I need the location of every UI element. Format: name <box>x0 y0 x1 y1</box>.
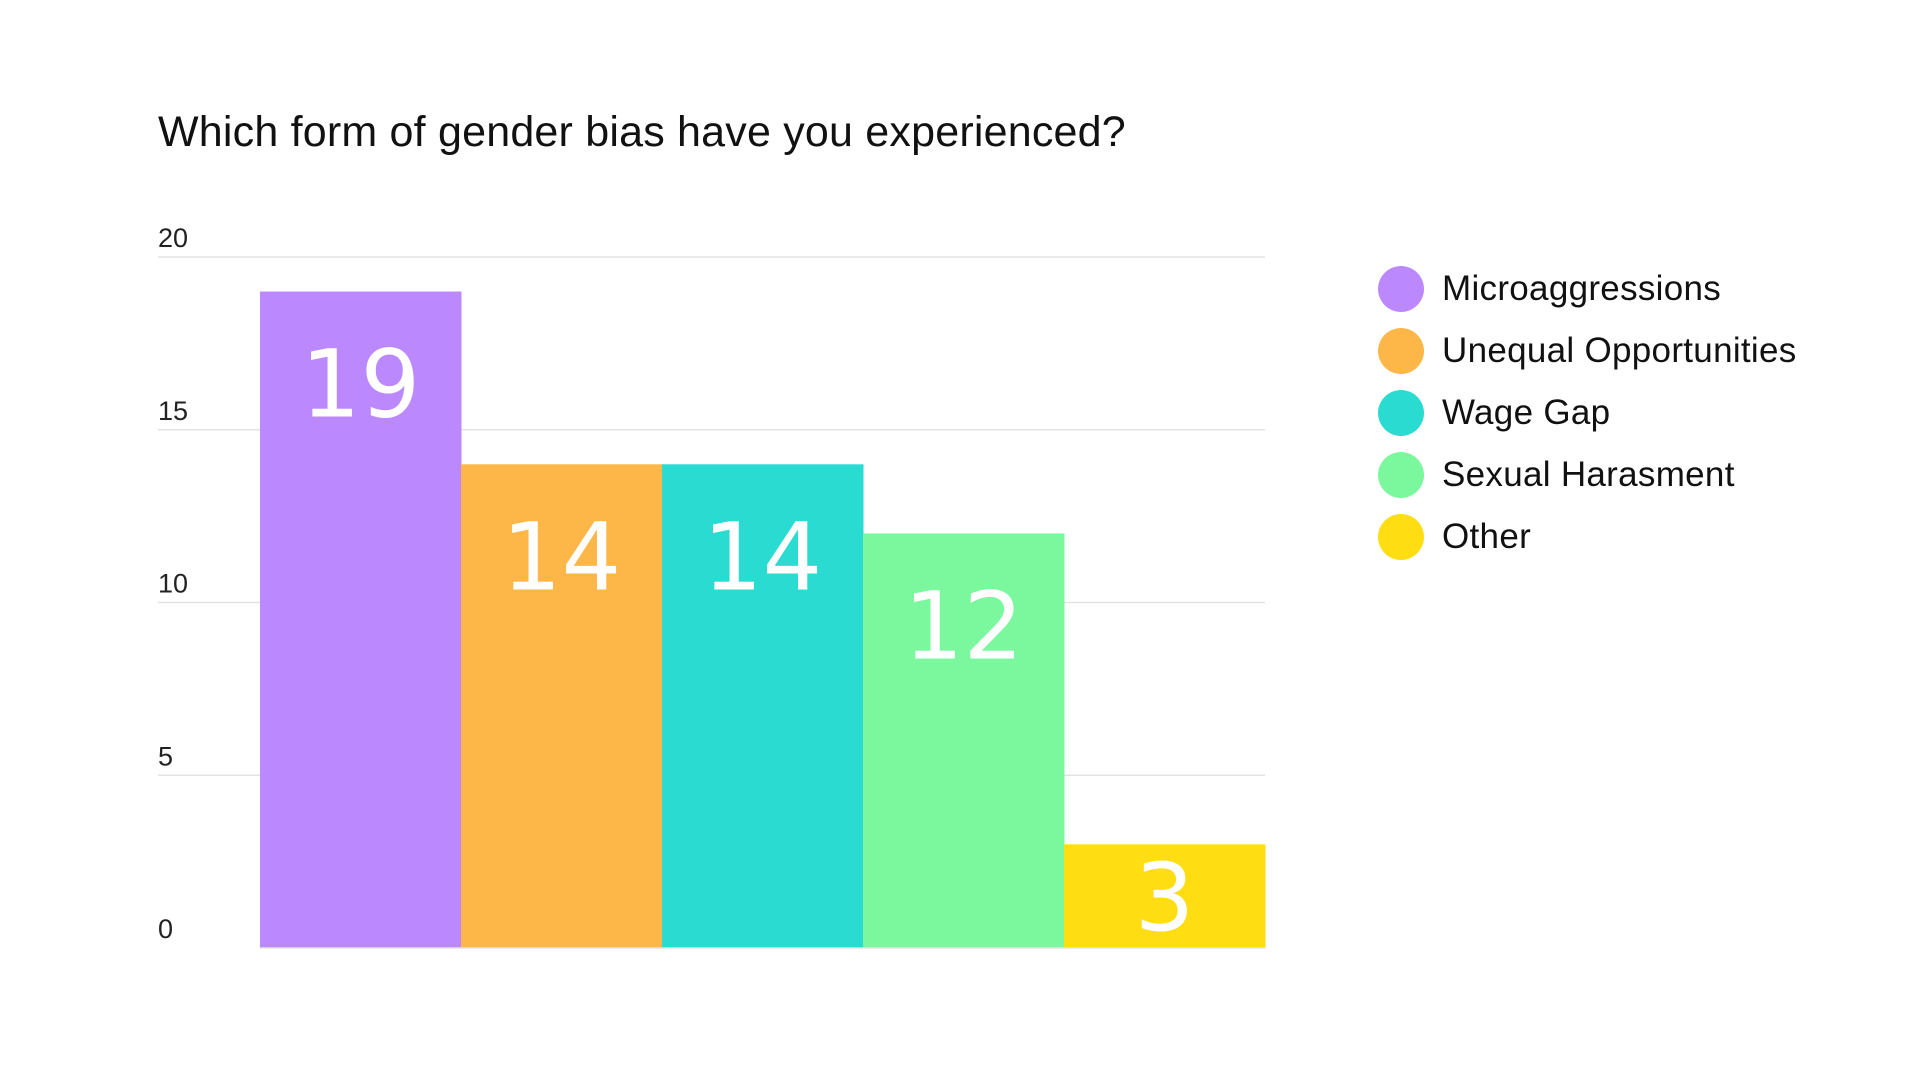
legend-label: Wage Gap <box>1442 393 1611 432</box>
y-tick-label: 15 <box>158 396 188 426</box>
legend-label: Unequal Opportunities <box>1442 331 1797 370</box>
legend-swatch <box>1378 514 1424 560</box>
data-label: 14 <box>502 503 622 612</box>
y-tick-label: 10 <box>158 569 188 599</box>
bar-unequal-opportunities <box>461 464 663 948</box>
bar-sexual-harasment <box>863 533 1065 948</box>
chart-legend: Microaggressions Unequal Opportunities Wag… <box>1378 258 1797 568</box>
data-label: 14 <box>703 503 823 612</box>
data-label: 12 <box>904 572 1024 681</box>
bar-other <box>1064 844 1266 948</box>
legend-item: Sexual Harasment <box>1378 444 1797 506</box>
legend-item: Unequal Opportunities <box>1378 320 1797 382</box>
y-tick-label: 20 <box>158 223 188 253</box>
legend-swatch <box>1378 266 1424 312</box>
chart-title: Which form of gender bias have you exper… <box>158 108 1126 156</box>
y-tick-label: 0 <box>158 914 173 944</box>
legend-swatch <box>1378 452 1424 498</box>
legend-swatch <box>1378 390 1424 436</box>
legend-label: Other <box>1442 517 1532 556</box>
bar-microaggressions <box>260 291 462 948</box>
bar-wage-gap <box>662 464 864 948</box>
legend-swatch <box>1378 328 1424 374</box>
legend-item: Microaggressions <box>1378 258 1797 320</box>
data-label: 19 <box>301 331 421 440</box>
legend-label: Sexual Harasment <box>1442 455 1735 494</box>
y-tick-label: 5 <box>158 741 173 771</box>
legend-item: Other <box>1378 506 1797 568</box>
legend-label: Microaggressions <box>1442 269 1722 308</box>
legend-item: Wage Gap <box>1378 382 1797 444</box>
data-label: 3 <box>1135 844 1195 953</box>
